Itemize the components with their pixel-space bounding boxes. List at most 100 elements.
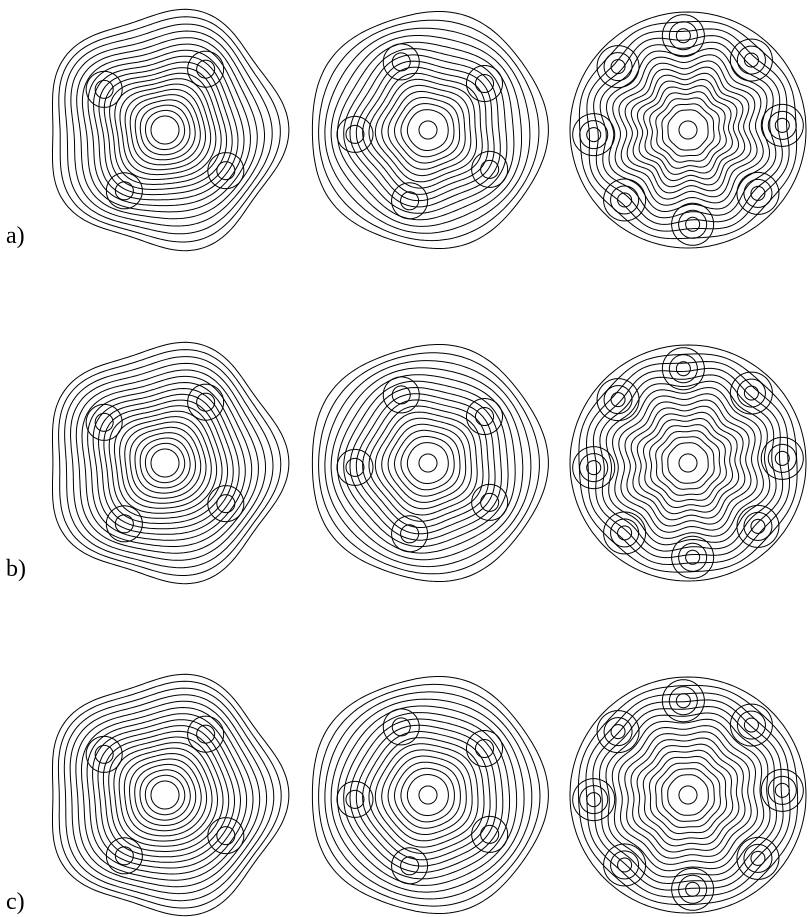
- contour-line: [643, 418, 733, 508]
- contour-peak: [391, 52, 411, 72]
- contour-line: [599, 41, 777, 219]
- contour-peak: [675, 361, 691, 377]
- contour-line: [58, 16, 281, 243]
- contour-line: [592, 699, 784, 891]
- contour-line: [75, 700, 261, 888]
- contour-line: [374, 78, 477, 183]
- contour-line: [349, 386, 502, 541]
- contour-peak: [671, 535, 715, 579]
- contour-center: [150, 115, 180, 145]
- contour-peak: [94, 79, 114, 99]
- contour-line: [69, 694, 268, 895]
- contour-line: [134, 432, 197, 494]
- contour-line: [624, 731, 752, 859]
- contour-line: [64, 356, 274, 569]
- contour-peak: [750, 850, 766, 866]
- contour-peak: [668, 21, 698, 51]
- contour-line: [624, 66, 752, 194]
- contour-peak: [750, 185, 766, 201]
- contour-peak: [610, 518, 640, 548]
- contour-line: [119, 416, 212, 509]
- contour-peak: [391, 385, 411, 405]
- contour-peak: [678, 874, 708, 904]
- contour-peak: [336, 448, 374, 486]
- contour-peak: [579, 785, 609, 815]
- contour-peak: [610, 59, 626, 75]
- contour-peak: [729, 371, 773, 415]
- contour-line: [381, 749, 473, 842]
- contour-line: [649, 91, 727, 169]
- contour-line: [119, 83, 212, 176]
- contour-line: [636, 743, 740, 847]
- contour-peak: [480, 492, 500, 512]
- contour-peak: [85, 70, 123, 108]
- contour-line: [400, 435, 455, 491]
- contour-line: [400, 767, 455, 823]
- contour-peak: [678, 209, 708, 239]
- contour-line: [311, 344, 549, 582]
- contour-peak: [671, 867, 715, 911]
- contour-peak: [736, 171, 780, 215]
- contour-line: [52, 341, 290, 585]
- contour-line: [134, 99, 196, 161]
- contour-line: [636, 78, 740, 182]
- contour-peak: [736, 378, 766, 408]
- contour-peak: [736, 710, 766, 740]
- contour-line: [593, 35, 783, 225]
- contour-line: [63, 687, 275, 902]
- contour-peak: [105, 505, 143, 543]
- contour-line: [374, 411, 478, 516]
- contour-peak: [475, 74, 494, 93]
- contour-peak: [187, 50, 225, 88]
- contour-peak: [675, 693, 691, 709]
- contour-peak: [471, 483, 509, 521]
- contour-peak: [767, 775, 797, 805]
- contour-line: [145, 109, 186, 151]
- contour-peak: [196, 724, 216, 744]
- contour-peak: [661, 14, 705, 58]
- contour-peak: [736, 504, 780, 548]
- contour-peak: [196, 392, 216, 412]
- contour-peak: [94, 744, 114, 764]
- contour-line: [324, 27, 531, 234]
- contour-line: [103, 399, 229, 524]
- contour-peak: [114, 514, 134, 534]
- contour-peak: [391, 515, 429, 553]
- contour-peak: [729, 703, 773, 747]
- contour-line: [368, 72, 483, 189]
- contour-line: [611, 718, 765, 872]
- contour-line: [69, 362, 266, 561]
- contour-line: [624, 399, 752, 527]
- contour-peak: [743, 843, 773, 873]
- contour-line: [343, 712, 511, 880]
- contour-line: [667, 109, 709, 151]
- contour-line: [139, 437, 191, 489]
- contour-center: [418, 785, 438, 805]
- contour-peak: [729, 38, 773, 82]
- contour-peak: [610, 392, 626, 408]
- contour-line: [144, 442, 186, 484]
- contour-line: [630, 737, 746, 853]
- contour-peak: [187, 715, 225, 753]
- contour-line: [92, 719, 242, 869]
- contour-line: [134, 763, 197, 826]
- contour-peak: [216, 161, 236, 181]
- contour-line: [343, 380, 509, 548]
- contour-peak: [750, 518, 766, 534]
- contour-line: [394, 761, 461, 829]
- contour-line: [113, 410, 218, 514]
- contour-line: [355, 393, 496, 535]
- contour-line: [52, 8, 290, 252]
- contour-line: [123, 752, 208, 837]
- contour-line: [87, 49, 245, 207]
- contour-peak: [572, 446, 616, 490]
- contour-peak: [603, 843, 647, 887]
- contour-peak: [661, 347, 705, 391]
- contour-line: [97, 393, 234, 530]
- contour-peak: [466, 398, 503, 435]
- contour-line: [139, 769, 191, 821]
- contour-line: [355, 724, 497, 867]
- contour-peak: [391, 847, 429, 885]
- contour-peak: [207, 817, 245, 855]
- contour-peak: [774, 782, 790, 798]
